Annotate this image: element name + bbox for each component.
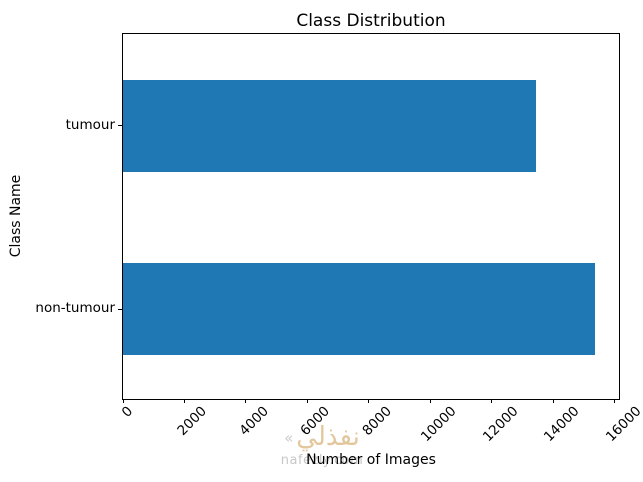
- x-tick-label-16000: 16000: [602, 403, 643, 445]
- x-tick-label-10000: 10000: [418, 403, 461, 445]
- x-tick-labels: 0 2000 4000 6000 8000 10000 12000 14000 16000: [119, 403, 643, 454]
- x-axis-label: Number of Images: [306, 452, 436, 468]
- x-tick-mark: [306, 399, 308, 403]
- bar-tumour: [123, 79, 537, 172]
- x-tick-mark: [429, 399, 431, 403]
- x-tick-mark: [183, 399, 185, 403]
- x-tick-label-8000: 8000: [358, 403, 395, 439]
- x-tick-label-2000: 2000: [174, 403, 211, 439]
- y-tick-mark: [118, 125, 122, 127]
- x-tick-label-14000: 14000: [541, 403, 583, 445]
- y-tick-label-non-tumour: non-tumour: [35, 300, 115, 317]
- x-tick-mark: [368, 399, 370, 403]
- x-tick-label-6000: 6000: [297, 403, 334, 439]
- y-tick-mark: [118, 308, 122, 310]
- y-tick-labels: tumour non-tumour: [0, 33, 115, 400]
- x-tick-mark: [491, 399, 493, 403]
- y-tick-label-tumour: tumour: [65, 116, 115, 133]
- x-tick-label-0: 0: [119, 403, 137, 421]
- plot-area: [118, 33, 620, 403]
- x-tick-mark: [614, 399, 616, 403]
- bar-non-tumour: [123, 263, 595, 356]
- x-tick-mark: [552, 399, 554, 403]
- x-tick-label-12000: 12000: [479, 403, 522, 445]
- x-tick-mark: [245, 399, 247, 403]
- chart-title: Class Distribution: [296, 11, 446, 31]
- x-tick-mark: [122, 399, 124, 403]
- x-tick-label-4000: 4000: [235, 403, 272, 439]
